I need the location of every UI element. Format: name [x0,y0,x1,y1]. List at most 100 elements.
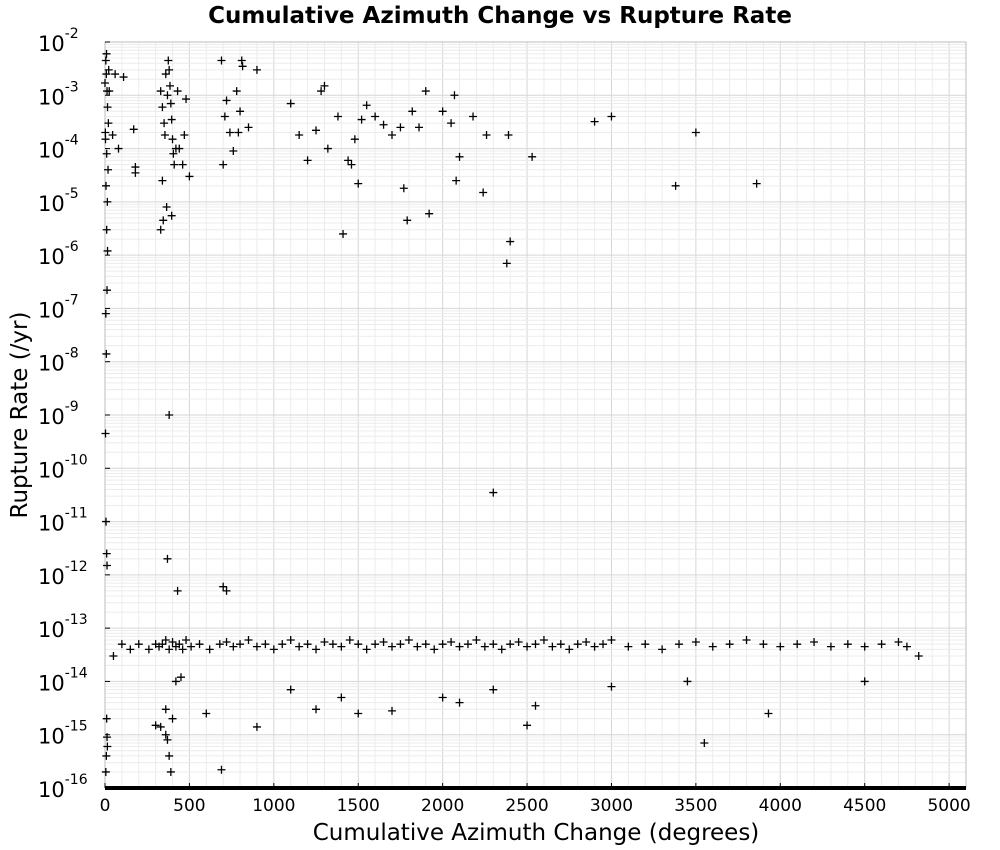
data-point [168,637,177,646]
data-point [170,160,179,169]
data-point [102,149,111,158]
data-point [683,677,692,686]
data-point [691,637,700,646]
data-point [158,103,167,112]
data-point [860,677,869,686]
data-point [101,79,109,88]
data-point [220,112,229,121]
data-point [556,640,565,649]
data-point [164,56,173,65]
data-point [396,640,405,649]
data-point [502,259,511,268]
x-tick-label: 4000 [759,796,802,816]
data-point [528,152,537,161]
data-point [354,179,363,188]
data-point [531,701,540,710]
y-tick-label: 10-14 [38,665,88,695]
data-point [161,705,170,714]
data-point [160,130,169,139]
data-point [101,128,110,137]
x-tick-label: 1500 [337,796,380,816]
data-point [161,70,170,79]
data-point [103,286,112,295]
data-point [195,640,204,649]
data-point [531,640,540,649]
data-point [238,62,247,71]
data-point [163,735,172,744]
data-point [447,637,456,646]
data-point [489,685,498,694]
data-point [421,640,430,649]
data-point [119,73,128,82]
data-point [371,112,380,121]
data-point [236,107,245,116]
data-point [506,237,515,246]
data-point [131,168,140,177]
y-tick-label: 10-11 [38,506,88,536]
x-tick-label: 3500 [674,796,717,816]
data-point [452,176,461,185]
data-point [102,49,111,58]
data-point [103,742,112,751]
data-point [182,635,191,644]
data-point [607,112,616,121]
data-point [108,130,117,139]
data-point [102,181,111,190]
data-point [658,645,667,654]
data-point [187,642,196,651]
data-point [156,225,165,234]
data-point [843,640,852,649]
data-point [101,309,110,318]
data-point [624,642,633,651]
data-point [102,549,111,558]
data-point [168,135,177,144]
data-point [286,635,295,644]
data-point [102,751,111,760]
data-point [641,640,650,649]
x-axis-ticks: 0 500 1000 1500 2000 2500 3000 3500 4000 4500 5000 [100,783,971,816]
data-point [320,81,329,90]
data-point [180,130,189,139]
data-point [261,640,270,649]
data-point [126,645,135,654]
data-point [103,246,112,255]
data-point [590,642,599,651]
chart-title: Cumulative Azimuth Change vs Rupture Rat… [208,3,792,29]
data-point [151,721,160,730]
data-point [167,115,176,124]
data-point [582,637,591,646]
data-point [539,635,548,644]
data-point [205,645,214,654]
data-point [165,645,174,654]
data-point [523,642,532,651]
data-point [158,640,167,649]
data-point [388,130,396,139]
data-point [175,640,184,649]
data-point [295,130,304,139]
data-point [607,635,616,644]
data-point [345,635,354,644]
data-point [303,156,312,165]
data-point [404,635,413,644]
data-point [103,561,112,570]
data-point [388,706,396,715]
data-point [278,640,287,649]
data-point [252,65,261,74]
data-point [371,640,380,649]
data-point [219,582,228,591]
y-tick-label: 10-3 [38,79,79,109]
data-point [337,642,346,651]
data-point [165,411,174,419]
data-point [354,640,363,649]
data-point [229,642,238,651]
data-point [244,635,253,644]
data-point [156,87,165,96]
data-point [388,642,396,651]
data-point [708,642,717,651]
data-point [178,645,187,654]
data-point [173,87,182,96]
data-point [171,677,180,686]
data-point [166,99,175,108]
data-point [323,144,332,153]
x-tick-label: 2500 [505,796,548,816]
